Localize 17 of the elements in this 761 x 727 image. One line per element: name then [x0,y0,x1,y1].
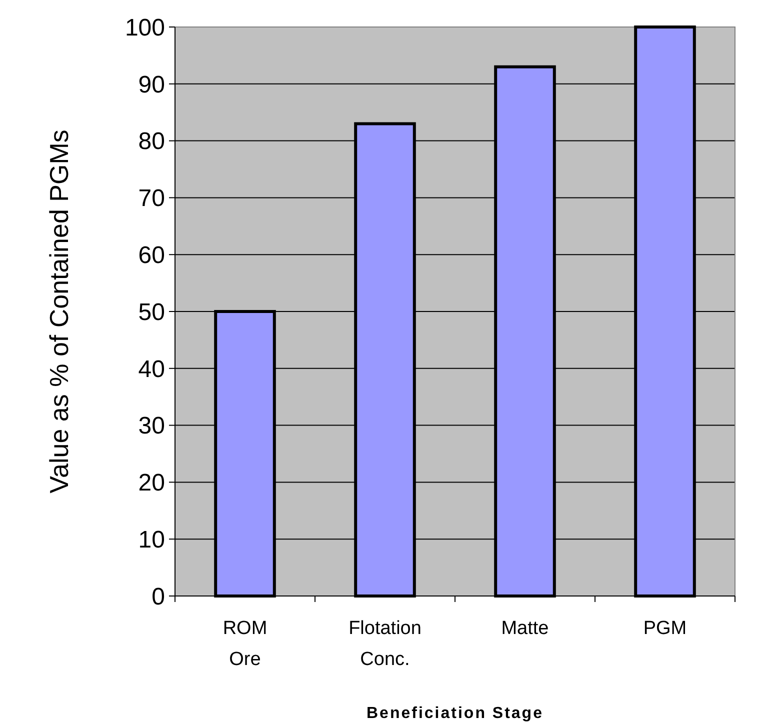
y-tick-label: 0 [152,583,165,610]
y-tick-label: 80 [138,128,165,156]
y-tick-label: 70 [138,185,165,212]
y-tick-label: 100 [124,14,165,42]
x-axis-title: Beneficiation Stage [366,705,544,722]
x-tick-label: ROM Ore [222,618,268,670]
x-tick-label: Matte [501,618,549,639]
y-tick-label: 60 [138,242,165,269]
y-tick-label: 50 [138,298,165,326]
y-tick-label: 30 [138,412,165,440]
y-axis-title: Value as % of Contained PGMs [44,130,74,494]
x-tick-label: PGM [643,618,687,639]
y-tick-label: 10 [138,526,165,554]
y-tick-label: 90 [138,71,165,98]
x-tick-label: Flotation Conc. [348,618,422,670]
y-tick-label: 20 [138,470,165,497]
y-tick-label: 40 [138,356,165,383]
